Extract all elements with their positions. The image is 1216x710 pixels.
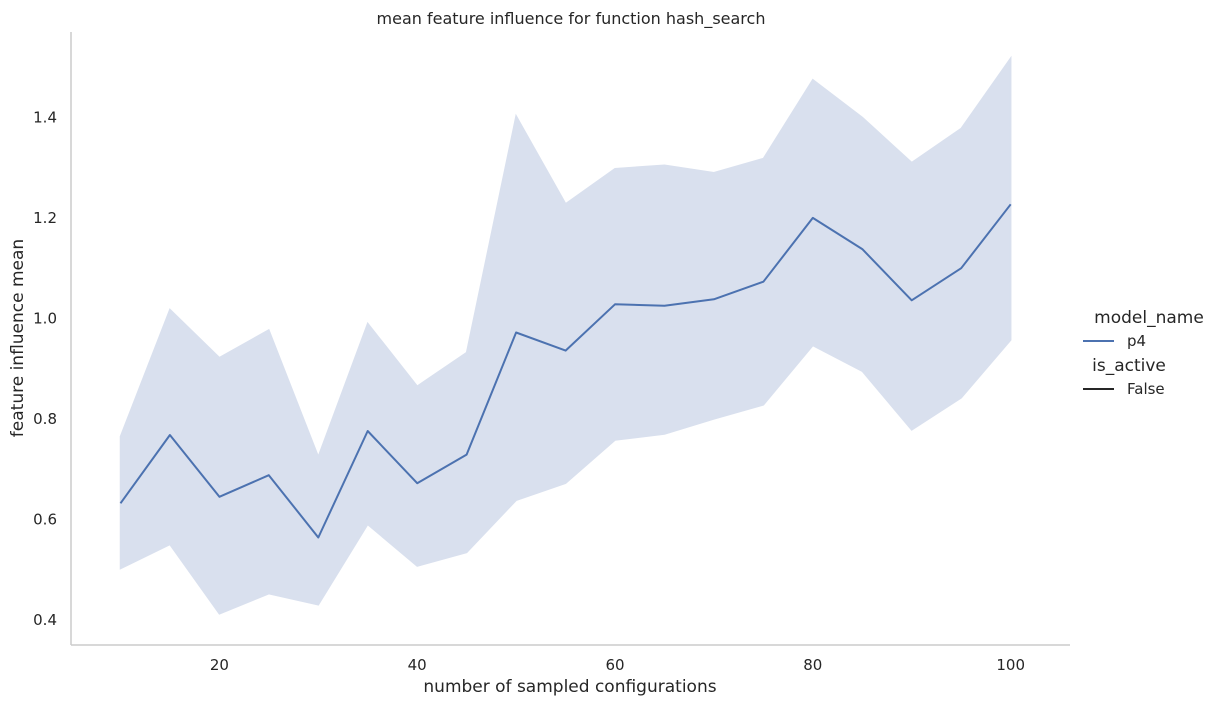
y-tick-label: 0.8	[33, 410, 57, 428]
y-tick-layer: 0.4 0.6 0.8 1.0 1.2 1.4	[33, 108, 57, 629]
legend-label-p4: p4	[1127, 332, 1146, 350]
x-tick-label: 20	[210, 656, 229, 674]
x-tick-label: 40	[408, 656, 427, 674]
y-tick-label: 1.0	[33, 309, 57, 327]
y-tick-label: 0.6	[33, 510, 57, 528]
chart-title: mean feature influence for function hash…	[377, 9, 766, 29]
legend: model_name p4 is_active False	[1083, 308, 1204, 398]
legend-label-false: False	[1127, 380, 1165, 398]
y-axis-title: feature influence mean	[8, 239, 28, 437]
x-tick-label: 60	[605, 656, 624, 674]
x-axis-title: number of sampled configurations	[423, 677, 716, 697]
x-tick-label: 100	[996, 656, 1025, 674]
confidence-band-p4	[121, 58, 1011, 614]
legend-style-title: is_active	[1092, 356, 1166, 376]
y-tick-label: 0.4	[33, 611, 57, 629]
legend-hue-title: model_name	[1094, 308, 1204, 328]
x-tick-layer: 20 40 60 80 100	[210, 656, 1025, 674]
y-tick-label: 1.2	[33, 209, 57, 227]
y-tick-label: 1.4	[33, 108, 57, 126]
x-tick-label: 80	[803, 656, 822, 674]
confidence-band-layer	[121, 58, 1011, 614]
